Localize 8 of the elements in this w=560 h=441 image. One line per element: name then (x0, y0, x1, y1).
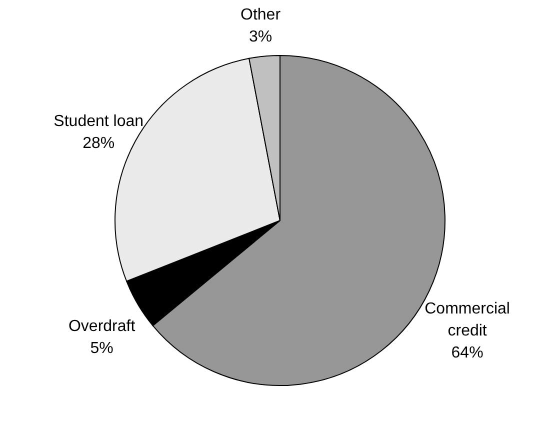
slice-label: Overdraft (68, 318, 136, 335)
slice-label: Commercial credit (424, 300, 510, 340)
data-label: 64% (451, 344, 484, 362)
slice-label: Other (240, 6, 282, 24)
data-label: 28% (82, 134, 115, 152)
slice-label: Student loan (54, 112, 144, 130)
data-label: 5% (90, 340, 114, 357)
data-label: 3% (248, 28, 272, 46)
